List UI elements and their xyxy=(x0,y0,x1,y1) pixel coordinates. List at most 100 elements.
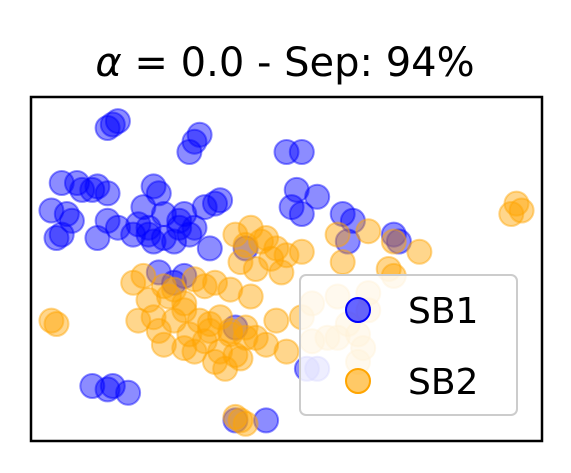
scatter-point-sb1 xyxy=(161,269,188,296)
scatter-point-sb1 xyxy=(64,170,90,196)
scatter-point-sb1 xyxy=(171,262,198,289)
scatter-point-sb1 xyxy=(288,201,315,227)
scatter-point-sb1 xyxy=(176,221,203,248)
scatter-point-sb1 xyxy=(53,201,80,227)
scatter-point-sb2 xyxy=(207,338,234,365)
scatter-point-sb1 xyxy=(58,207,85,234)
scatter-point-sb1 xyxy=(43,225,70,251)
scatter-point-sb1 xyxy=(329,201,356,227)
scatter-point-sb2 xyxy=(503,190,530,217)
scatter-point-sb2 xyxy=(263,307,290,334)
scatter-point-sb2 xyxy=(207,304,234,331)
scatter-point-sb2 xyxy=(120,269,147,296)
scatter-point-sb2 xyxy=(196,317,223,344)
scatter-point-sb2 xyxy=(324,221,351,248)
scatter-point-sb2 xyxy=(181,338,208,365)
scatter-point-sb2 xyxy=(176,321,203,348)
scatter-point-sb2 xyxy=(232,231,259,258)
scatter-point-sb2 xyxy=(38,307,65,334)
scatter-point-sb2 xyxy=(237,283,264,310)
scatter-point-sb2 xyxy=(355,218,382,245)
scatter-point-sb1 xyxy=(166,207,193,234)
scatter-point-sb1 xyxy=(48,221,75,248)
scatter-point-sb2 xyxy=(227,345,254,372)
legend-label-sb1: SB1 xyxy=(408,291,478,332)
scatter-point-sb1 xyxy=(304,183,331,210)
scatter-point-sb2 xyxy=(222,403,249,430)
scatter-point-sb2 xyxy=(150,331,177,358)
scatter-point-sb2 xyxy=(227,407,254,434)
scatter-point-sb1 xyxy=(278,194,305,221)
scatter-point-sb2 xyxy=(202,348,228,375)
legend-label-sb2: SB2 xyxy=(408,362,478,403)
scatter-point-sb2 xyxy=(171,297,198,324)
scatter-point-sb2 xyxy=(196,311,223,337)
scatter-point-sb1 xyxy=(176,139,203,165)
scatter-point-sb2 xyxy=(217,276,244,303)
scatter-point-sb2 xyxy=(406,238,433,265)
scatter-point-sb1 xyxy=(150,225,177,251)
scatter-point-sb2 xyxy=(161,276,188,303)
scatter-point-sb2 xyxy=(227,249,254,276)
scatter-point-sb2 xyxy=(125,307,152,334)
scatter-point-sb1 xyxy=(94,376,121,403)
scatter-point-sb1 xyxy=(222,407,249,434)
scatter-point-sb1 xyxy=(135,214,162,241)
scatter-point-sb2 xyxy=(329,249,356,276)
legend: SB1 SB2 xyxy=(299,274,518,416)
legend-marker-sb2 xyxy=(345,368,371,394)
scatter-point-sb1 xyxy=(273,139,300,165)
scatter-point-sb1 xyxy=(288,139,315,165)
scatter-point-sb1 xyxy=(99,111,126,138)
scatter-point-sb1 xyxy=(104,214,131,241)
scatter-point-sb2 xyxy=(130,262,157,289)
scatter-point-sb2 xyxy=(242,324,269,351)
scatter-point-sb1 xyxy=(145,259,172,286)
scatter-point-sb1 xyxy=(94,207,121,234)
legend-marker-sb1 xyxy=(345,297,371,323)
scatter-point-sb2 xyxy=(248,228,274,255)
scatter-point-sb1 xyxy=(48,170,75,196)
scatter-point-sb1 xyxy=(104,108,131,135)
scatter-point-sb2 xyxy=(288,238,315,265)
scatter-point-sb1 xyxy=(181,128,208,155)
scatter-point-sb2 xyxy=(232,410,259,437)
scatter-point-sb2 xyxy=(171,290,198,317)
scatter-point-sb1 xyxy=(79,373,106,399)
scatter-point-sb1 xyxy=(94,115,121,141)
scatter-point-sb2 xyxy=(191,273,218,300)
scatter-point-sb2 xyxy=(191,328,218,355)
scatter-point-sb1 xyxy=(334,228,361,255)
scatter-point-sb2 xyxy=(150,273,177,300)
scatter-point-sb2 xyxy=(273,242,300,269)
scatter-point-sb1 xyxy=(130,194,157,221)
scatter-point-sb1 xyxy=(140,228,167,255)
scatter-point-sb2 xyxy=(263,235,290,262)
scatter-point-sb1 xyxy=(84,225,111,251)
scatter-point-sb2 xyxy=(181,266,208,293)
scatter-point-sb2 xyxy=(222,221,249,248)
scatter-point-sb2 xyxy=(253,331,280,358)
scatter-point-sb1 xyxy=(94,180,121,207)
scatter-point-sb1 xyxy=(202,190,228,217)
scatter-point-sb2 xyxy=(268,259,295,286)
scatter-point-sb2 xyxy=(186,307,213,334)
scatter-point-sb2 xyxy=(140,304,167,331)
scatter-point-sb2 xyxy=(161,307,188,334)
scatter-point-sb1 xyxy=(207,187,234,214)
scatter-point-sb1 xyxy=(181,214,208,241)
scatter-point-sb2 xyxy=(237,214,264,241)
plot-frame xyxy=(29,95,544,443)
scatter-point-sb2 xyxy=(156,283,182,310)
scatter-point-sb2 xyxy=(202,269,228,296)
scatter-point-sb1 xyxy=(140,173,167,200)
scatter-point-sb2 xyxy=(232,314,259,341)
scatter-point-sb2 xyxy=(222,342,249,368)
scatter-point-sb2 xyxy=(258,245,285,272)
scatter-point-sb1 xyxy=(150,201,177,227)
scatter-point-sb1 xyxy=(196,235,223,262)
scatter-point-sb1 xyxy=(38,197,65,224)
scatter-point-sb1 xyxy=(161,228,188,255)
scatter-point-sb1 xyxy=(99,373,126,399)
